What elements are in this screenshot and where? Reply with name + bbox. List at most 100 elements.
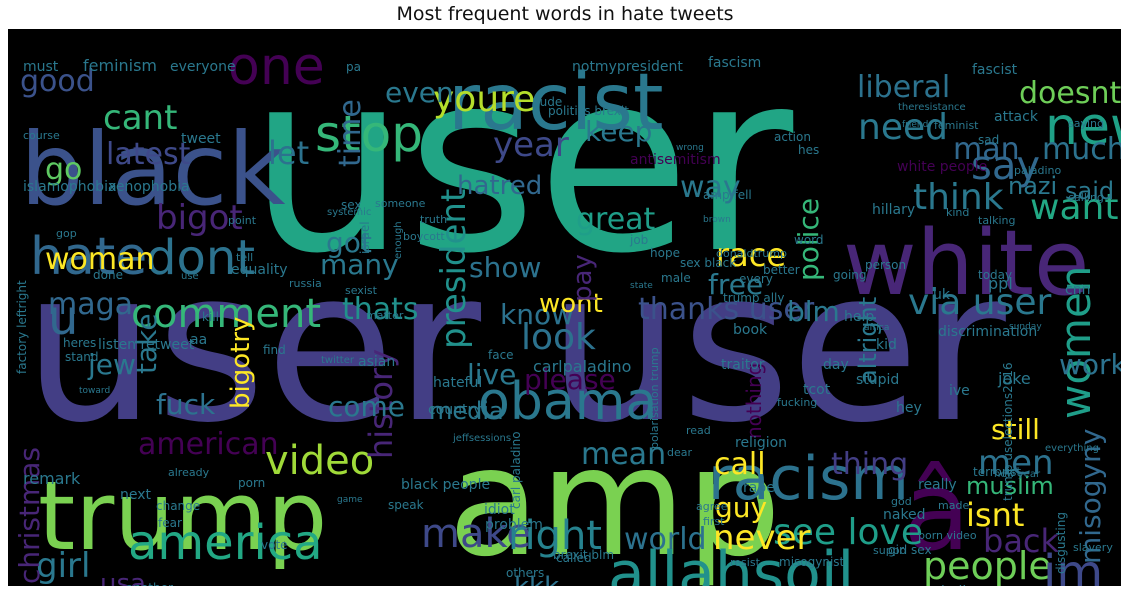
word-racism: racism <box>708 444 909 514</box>
word-know: know <box>500 298 574 331</box>
word-first: first <box>703 515 725 528</box>
word-need: need <box>858 107 948 148</box>
word-stupid: stupid <box>856 372 899 388</box>
word-calling: calling <box>1068 191 1104 204</box>
word-president: president <box>434 189 474 349</box>
word-sad: sad <box>978 133 999 147</box>
word-another: another <box>126 581 173 586</box>
word-year: year <box>493 125 569 165</box>
word-pay: pay <box>568 254 598 302</box>
word-person: person <box>865 258 906 272</box>
word-kid: kid <box>876 337 897 353</box>
word-hateful: hateful <box>433 375 482 391</box>
word-doesnt: doesnt <box>1019 76 1121 111</box>
word-systemic: systemic <box>327 207 371 218</box>
word-going: going <box>833 268 867 282</box>
word-factory-leftright: factory leftright <box>15 280 29 374</box>
word-people: people <box>923 544 1052 586</box>
word-help: help <box>844 309 874 325</box>
word-dont: dont <box>146 230 255 286</box>
word-nude: nude <box>532 95 562 109</box>
word-country: country <box>428 402 482 418</box>
word-agree: agree <box>696 500 728 513</box>
word-religion: religion <box>735 435 787 451</box>
word-joke: joke <box>997 369 1031 388</box>
word-use: use <box>181 271 199 282</box>
word-good: good <box>20 64 95 99</box>
word-slavery: slavery <box>1073 541 1113 554</box>
word-mean: mean <box>581 437 666 472</box>
word-talking: talking <box>978 214 1016 227</box>
word-vote: vote <box>261 538 288 552</box>
word-sunday: sunday <box>1009 322 1042 332</box>
word-cloud: user user user amp black trump white racist all… <box>8 29 1121 586</box>
word-come: come <box>328 390 405 423</box>
word-girl-sex: girl sex <box>888 543 932 557</box>
word-trump: trump <box>38 462 327 572</box>
word-fucking: fucking <box>777 396 817 409</box>
word-thats: thats <box>342 292 419 327</box>
word-others: others <box>506 566 544 580</box>
word-sex-black: sex black <box>680 256 736 270</box>
word-tweet: tweet <box>181 131 221 147</box>
word-paladino: paladino <box>1014 164 1062 177</box>
word-white: white <box>843 211 1089 316</box>
word-jew: jew <box>87 348 136 381</box>
word-new: new <box>1045 97 1121 157</box>
word-feminism: feminism <box>83 56 157 75</box>
word-police: police <box>792 198 825 281</box>
word-job: job <box>629 233 648 247</box>
word-call: call <box>714 447 766 482</box>
word-tcot: tcot <box>803 382 831 398</box>
word-user: user <box>248 29 794 308</box>
word-resist: resist <box>730 556 761 569</box>
word-live: live <box>467 358 516 391</box>
word-girl: girl <box>36 546 90 586</box>
word-gop: gop <box>56 227 77 240</box>
word-media: media <box>429 397 504 425</box>
word-kind: kind <box>946 206 969 219</box>
word-want: want <box>1030 187 1118 228</box>
word-guy: guy <box>715 491 767 524</box>
word-nothing: nothing <box>742 363 766 439</box>
word-matter: matter <box>366 309 404 322</box>
word-russia: russia <box>289 277 322 290</box>
word-equality: equality <box>231 262 288 278</box>
word-take: take <box>130 313 163 374</box>
word-asian: asian <box>358 354 395 370</box>
word-fascism: fascism <box>708 55 761 71</box>
word-women: women <box>1051 266 1100 419</box>
word-ppl: ppl <box>988 274 1013 293</box>
word-christmas: christmas <box>13 447 46 584</box>
word-stand: stand <box>65 350 99 364</box>
word-altright: altright <box>854 297 882 384</box>
word-twitter: twitter <box>321 355 355 366</box>
word-male: male <box>661 271 691 285</box>
word-world: world <box>624 522 707 557</box>
word-race: race <box>716 236 786 274</box>
word-porn-video: porn video <box>918 529 977 542</box>
word-disgusting: disgusting <box>1054 512 1068 574</box>
word-politics-brexit: politics brexit <box>548 104 629 118</box>
word-sex: sex <box>341 198 362 212</box>
word-course: course <box>23 129 60 142</box>
word-amp: amp <box>448 416 781 586</box>
word-comment: comment <box>131 291 321 337</box>
word-allahsoil: allahsoil <box>608 539 854 586</box>
word-everyone: everyone <box>170 59 236 75</box>
word-hes: hes <box>798 143 819 157</box>
word-today: today <box>978 268 1012 282</box>
word-history: history <box>362 349 400 459</box>
word-usa: usa <box>100 569 146 586</box>
word-maga: maga <box>48 287 133 322</box>
word-much: much <box>1042 132 1121 167</box>
word-antisemitism: antisemitism <box>630 152 721 168</box>
word-donaldtrump: donaldtrump <box>716 247 787 260</box>
word-kill: kill <box>202 310 219 324</box>
word-next: next <box>120 487 152 503</box>
word-think: think <box>913 177 1004 218</box>
word-called: called <box>556 551 592 565</box>
word-thing: thing <box>831 447 908 482</box>
word-theresistance: theresistance <box>898 102 966 113</box>
word-problem: problem <box>485 517 543 533</box>
